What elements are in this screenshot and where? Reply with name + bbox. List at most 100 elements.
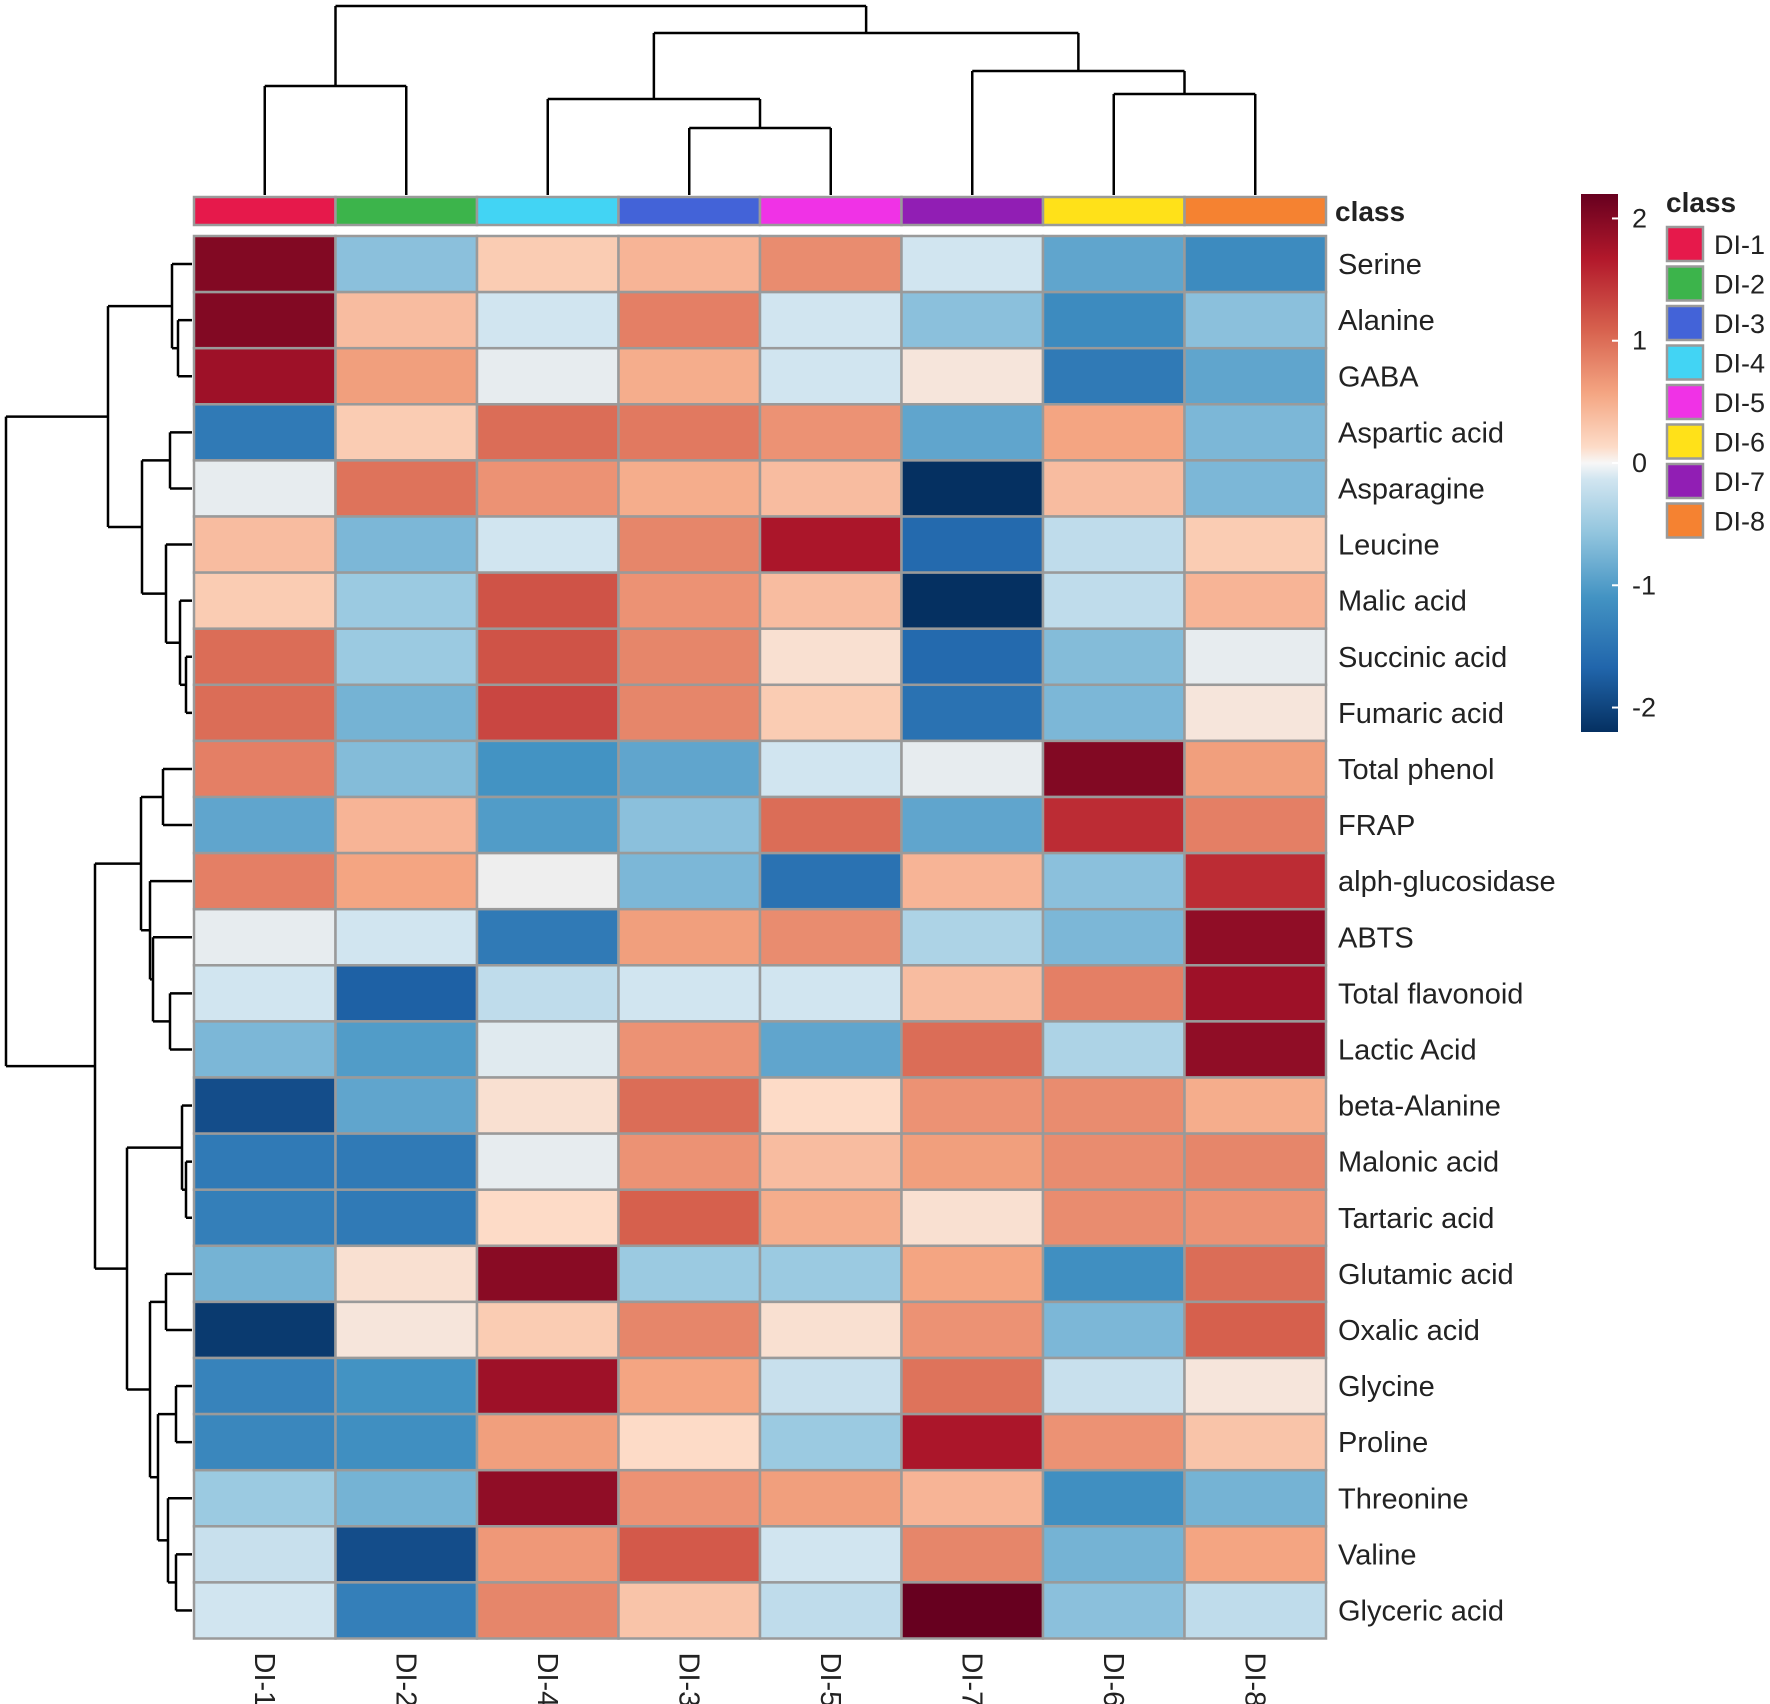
heatmap-cell bbox=[475, 346, 620, 406]
heatmap-cell bbox=[1041, 459, 1186, 518]
row-label: beta-Alanine bbox=[1338, 1091, 1501, 1123]
heatmap-cell bbox=[1183, 403, 1328, 462]
heatmap-cell bbox=[1041, 627, 1186, 687]
heatmap-cell bbox=[617, 1525, 762, 1584]
heatmap-cell bbox=[900, 1244, 1045, 1304]
colorbar-tick-label: 0 bbox=[1632, 448, 1647, 478]
colorbar-tick-label: 1 bbox=[1632, 326, 1647, 356]
legend-swatch bbox=[1665, 225, 1705, 263]
heatmap-cell bbox=[1183, 1581, 1328, 1640]
heatmap-cell bbox=[475, 290, 620, 350]
heatmap-cell bbox=[334, 683, 479, 743]
legend-label: DI-6 bbox=[1714, 428, 1765, 458]
heatmap-cell bbox=[1041, 851, 1186, 911]
heatmap-cell bbox=[1041, 1525, 1186, 1584]
column-label: DI-6 bbox=[1097, 1653, 1129, 1704]
heatmap-cell bbox=[475, 795, 620, 855]
heatmap-cell bbox=[617, 515, 762, 574]
heatmap-cell bbox=[1183, 627, 1328, 687]
heatmap-cell bbox=[758, 234, 903, 294]
heatmap-cell bbox=[758, 795, 903, 855]
heatmap-cell bbox=[334, 459, 479, 518]
heatmap-cell bbox=[758, 1468, 903, 1528]
heatmap-cell bbox=[1183, 907, 1328, 967]
heatmap-cell bbox=[900, 403, 1045, 462]
heatmap-cell bbox=[475, 1412, 620, 1472]
heatmap-cell bbox=[900, 1525, 1045, 1584]
heatmap-cell bbox=[334, 1412, 479, 1472]
class-bar-cell bbox=[475, 195, 620, 227]
heatmap-cell bbox=[758, 1244, 903, 1304]
row-label: GABA bbox=[1338, 361, 1419, 393]
heatmap-cell bbox=[475, 403, 620, 462]
row-label: Lactic Acid bbox=[1338, 1034, 1477, 1066]
colorbar: 2 1 0 -1 -2 bbox=[1581, 194, 1656, 732]
heatmap-cell bbox=[900, 515, 1045, 574]
heatmap-cell bbox=[475, 851, 620, 911]
column-dendrogram bbox=[263, 4, 1257, 195]
row-label: Glycine bbox=[1338, 1371, 1435, 1403]
heatmap-cell bbox=[617, 739, 762, 799]
column-labels: DI-1 DI-2 DI-4 DI-3 DI-5 DI-7 DI-6 DI-8 bbox=[248, 1653, 1271, 1704]
heatmap-cell bbox=[334, 1468, 479, 1528]
colorbar-tick-label: 2 bbox=[1632, 203, 1647, 233]
heatmap-cell bbox=[475, 627, 620, 687]
heatmap-cell bbox=[617, 683, 762, 743]
heatmap-cell bbox=[758, 403, 903, 462]
colorbar-tick-label: -2 bbox=[1632, 693, 1656, 723]
heatmap-cell bbox=[334, 1300, 479, 1360]
row-label: alph-glucosidase bbox=[1338, 866, 1556, 898]
heatmap-cell bbox=[900, 234, 1045, 294]
row-label: ABTS bbox=[1338, 922, 1414, 954]
row-label: Valine bbox=[1338, 1539, 1416, 1571]
heatmap-cell bbox=[475, 234, 620, 294]
heatmap-cell bbox=[758, 1300, 903, 1360]
heatmap-cell bbox=[192, 571, 337, 630]
heatmap-cell bbox=[1041, 571, 1186, 630]
heatmap-cell bbox=[334, 571, 479, 630]
heatmap-cell bbox=[334, 627, 479, 687]
heatmap-cell bbox=[1041, 683, 1186, 743]
row-label: Malonic acid bbox=[1338, 1147, 1499, 1179]
row-label: Succinic acid bbox=[1338, 642, 1507, 674]
heatmap-cell bbox=[1183, 851, 1328, 911]
heatmap-cell bbox=[617, 627, 762, 687]
heatmap-cell bbox=[900, 683, 1045, 743]
heatmap-cell bbox=[334, 1581, 479, 1640]
row-label: Tartaric acid bbox=[1338, 1203, 1494, 1235]
heatmap-cell bbox=[758, 1525, 903, 1584]
heatmap-cell bbox=[1041, 1244, 1186, 1304]
heatmap-cell bbox=[1183, 459, 1328, 518]
heatmap-cell bbox=[900, 907, 1045, 967]
row-dendrogram bbox=[4, 262, 192, 1612]
heatmap-cell bbox=[758, 1132, 903, 1191]
heatmap-cell bbox=[192, 1020, 337, 1079]
row-label: Glyceric acid bbox=[1338, 1595, 1504, 1627]
heatmap-cell bbox=[1183, 1076, 1328, 1135]
row-label: Oxalic acid bbox=[1338, 1315, 1480, 1347]
class-bar-cell bbox=[617, 195, 762, 227]
legend-swatch bbox=[1665, 265, 1705, 302]
heatmap-cell bbox=[758, 459, 903, 518]
heatmap-cell bbox=[617, 795, 762, 855]
heatmap-cell bbox=[1183, 1300, 1328, 1360]
heatmap-cell bbox=[617, 403, 762, 462]
heatmap-cell bbox=[900, 1132, 1045, 1191]
heatmap-cell bbox=[617, 1300, 762, 1360]
row-label: Total phenol bbox=[1338, 754, 1494, 786]
heatmap-cell bbox=[192, 1188, 337, 1248]
legend-swatch bbox=[1665, 462, 1705, 500]
heatmap-cell bbox=[192, 795, 337, 855]
heatmap-cell bbox=[1183, 1356, 1328, 1416]
heatmap-cell bbox=[1183, 515, 1328, 574]
heatmap-cell bbox=[192, 515, 337, 574]
heatmap-cell bbox=[475, 1525, 620, 1584]
row-label: FRAP bbox=[1338, 810, 1415, 842]
heatmap-cell bbox=[617, 1188, 762, 1248]
heatmap-cell bbox=[334, 1356, 479, 1416]
heatmap-cell bbox=[900, 1468, 1045, 1528]
heatmap-cell bbox=[758, 1412, 903, 1472]
heatmap-cell bbox=[617, 1076, 762, 1135]
heatmap-cell bbox=[475, 1188, 620, 1248]
